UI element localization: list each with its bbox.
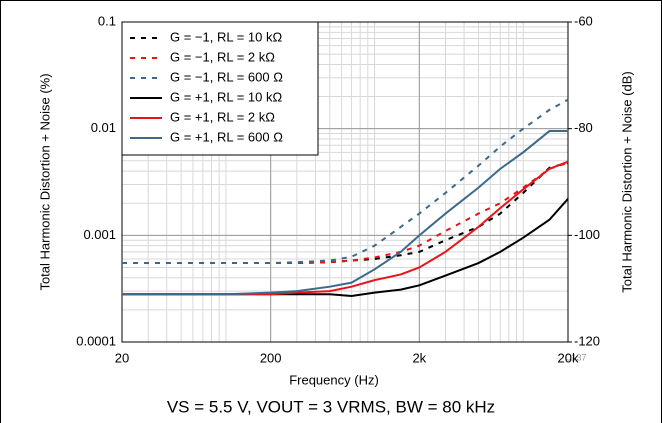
y-tick-label: 0.0001 (76, 333, 116, 348)
y2-axis-label: Total Harmonic Distortion + Noise (dB) (619, 71, 634, 292)
series-line (122, 161, 569, 265)
y-tick-label: 0.1 (98, 13, 116, 28)
legend-label: G = −1, RL = 2 kΩ (170, 49, 275, 64)
legend-label: G = +1, RL = 10 kΩ (170, 89, 282, 104)
y-tick-label: 0.01 (91, 120, 116, 135)
legend-label: G = −1, RL = 10 kΩ (170, 29, 282, 44)
y-axis-label: Total Harmonic Distortion + Noise (%) (37, 73, 52, 290)
conditions-note: VS = 5.5 V, VOUT = 3 VRMS, BW = 80 kHz (167, 397, 495, 416)
series-line (122, 98, 569, 265)
x-tick-label: 20 (115, 350, 129, 365)
y2-tick-label: -80 (574, 120, 593, 135)
legend-label: G = +1, RL = 600 Ω (170, 129, 283, 144)
x-tick-label: 2k (412, 350, 426, 365)
y2-tick-label: -120 (574, 333, 600, 348)
legend-label: G = −1, RL = 600 Ω (170, 69, 283, 84)
x-tick-label: 200 (260, 350, 282, 365)
y2-tick-label: -100 (574, 227, 600, 242)
x-tick-label: 20k (558, 350, 579, 365)
plot-frame (121, 21, 569, 343)
y-tick-label: 0.001 (83, 227, 116, 242)
series-line (122, 160, 569, 296)
legend-label: G = +1, RL = 2 kΩ (170, 109, 275, 124)
series-line (122, 130, 568, 296)
figure-code: C137 (565, 352, 587, 362)
legend-box (121, 21, 319, 156)
x-axis-label: Frequency (Hz) (289, 372, 379, 387)
y2-tick-label: -60 (574, 13, 593, 28)
